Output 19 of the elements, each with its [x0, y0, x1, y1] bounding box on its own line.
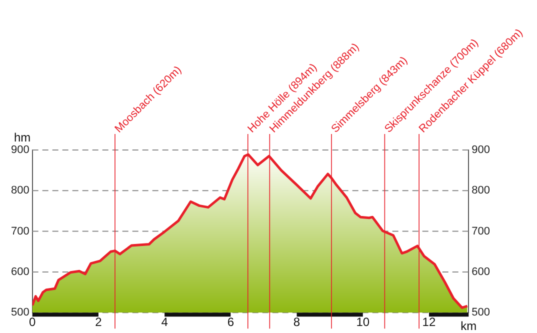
y-tick-label: 500 [10, 306, 30, 319]
y2-tick-label: 600 [472, 266, 490, 278]
y-tick-label: 600 [10, 266, 30, 278]
y-tick-label: 900 [10, 144, 30, 156]
y2-tick-label: 900 [472, 144, 490, 156]
y-tick-label: 800 [10, 184, 30, 197]
y-tick-label: 700 [10, 225, 30, 238]
x-tick-label: 4 [161, 315, 168, 330]
y2-tick-label: 500 [472, 306, 490, 319]
y2-tick-label: 800 [472, 184, 490, 197]
y2-tick-label: 700 [472, 225, 490, 238]
x-tick-label: 12 [422, 315, 436, 330]
x-tick-label: 2 [95, 315, 102, 330]
x-axis-title: km [460, 318, 477, 333]
x-tick-label: 10 [356, 315, 370, 330]
y-axis-title: hm [14, 130, 31, 144]
x-tick-label: 6 [227, 315, 234, 330]
x-tick-label: 8 [293, 315, 300, 330]
x-tick-label: 0 [29, 315, 36, 330]
